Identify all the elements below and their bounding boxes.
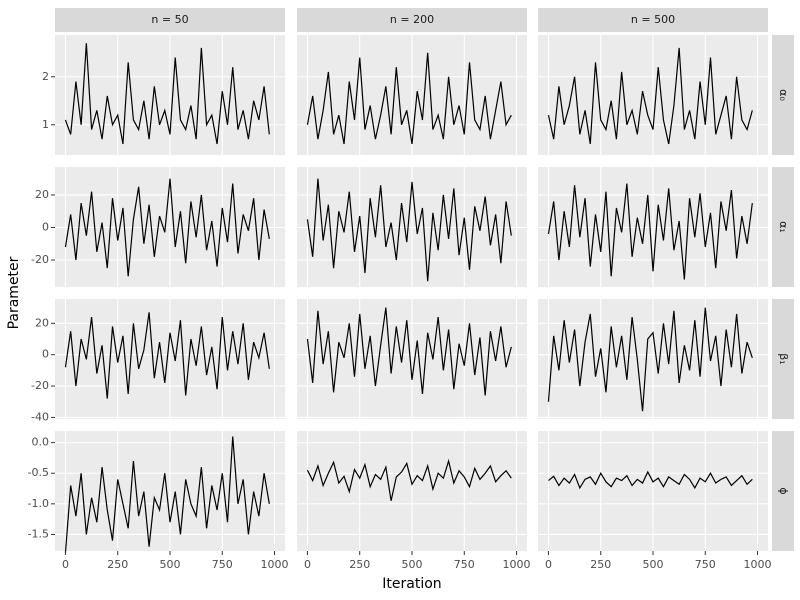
trace-line: [548, 470, 753, 490]
trace-line: [547, 47, 753, 145]
trace-line: [64, 312, 270, 399]
y-tick-label: 1: [42, 118, 49, 131]
y-tick-label: 0: [42, 348, 49, 361]
strip-label: n = 500: [631, 13, 675, 26]
strip-label: n = 200: [390, 13, 434, 26]
x-tick-label: 750: [454, 558, 475, 571]
trace-line: [306, 178, 512, 282]
x-tick-label: 250: [349, 558, 370, 571]
strip-label: α₁: [777, 221, 790, 233]
y-axis-title: Parameter: [6, 256, 22, 329]
trace-line: [306, 458, 512, 501]
strip-background: [55, 8, 285, 32]
strip-label: α₀: [777, 89, 790, 101]
strip-background: [772, 299, 794, 419]
trace-line: [64, 436, 270, 553]
x-tick-label: 0: [545, 558, 552, 571]
trace-line: [64, 43, 270, 145]
y-tick-label: -20: [31, 253, 49, 266]
trace-line: [547, 183, 753, 280]
x-tick-label: 500: [643, 558, 664, 571]
x-tick-label: 250: [107, 558, 128, 571]
x-tick-label: 1000: [503, 558, 531, 571]
x-tick-label: 500: [160, 558, 181, 571]
x-tick-label: 0: [62, 558, 69, 571]
y-tick-label: -20: [31, 379, 49, 392]
y-tick-label: 2: [42, 70, 49, 83]
strip-label: β₁: [777, 353, 790, 364]
x-tick-label: 1000: [261, 558, 289, 571]
trace-line: [64, 178, 270, 277]
x-axis-title: Iteration: [382, 576, 441, 592]
trace-line: [547, 307, 753, 412]
y-tick-label: -1.5: [28, 527, 49, 540]
y-tick-label: 20: [35, 316, 49, 329]
y-tick-label: 20: [35, 188, 49, 201]
y-tick-label: -1.0: [28, 497, 49, 510]
x-tick-label: 750: [695, 558, 716, 571]
strip-label: ϕ: [777, 487, 790, 494]
y-tick-label: 0.0: [32, 436, 50, 449]
strip-background: [538, 8, 768, 32]
trace-line: [306, 52, 512, 145]
x-tick-label: 1000: [744, 558, 772, 571]
trace-line: [306, 307, 512, 396]
strip-background: [772, 167, 794, 287]
x-tick-label: 500: [402, 558, 423, 571]
x-tick-label: 750: [212, 558, 233, 571]
x-tick-label: 0: [304, 558, 311, 571]
strip-label: n = 50: [151, 13, 188, 26]
strip-background: [772, 431, 794, 551]
y-tick-label: -0.5: [28, 466, 49, 479]
y-tick-label: 0: [42, 220, 49, 233]
strip-background: [297, 8, 527, 32]
strip-background: [772, 35, 794, 155]
x-tick-label: 250: [590, 558, 611, 571]
y-tick-label: -40: [31, 410, 49, 423]
